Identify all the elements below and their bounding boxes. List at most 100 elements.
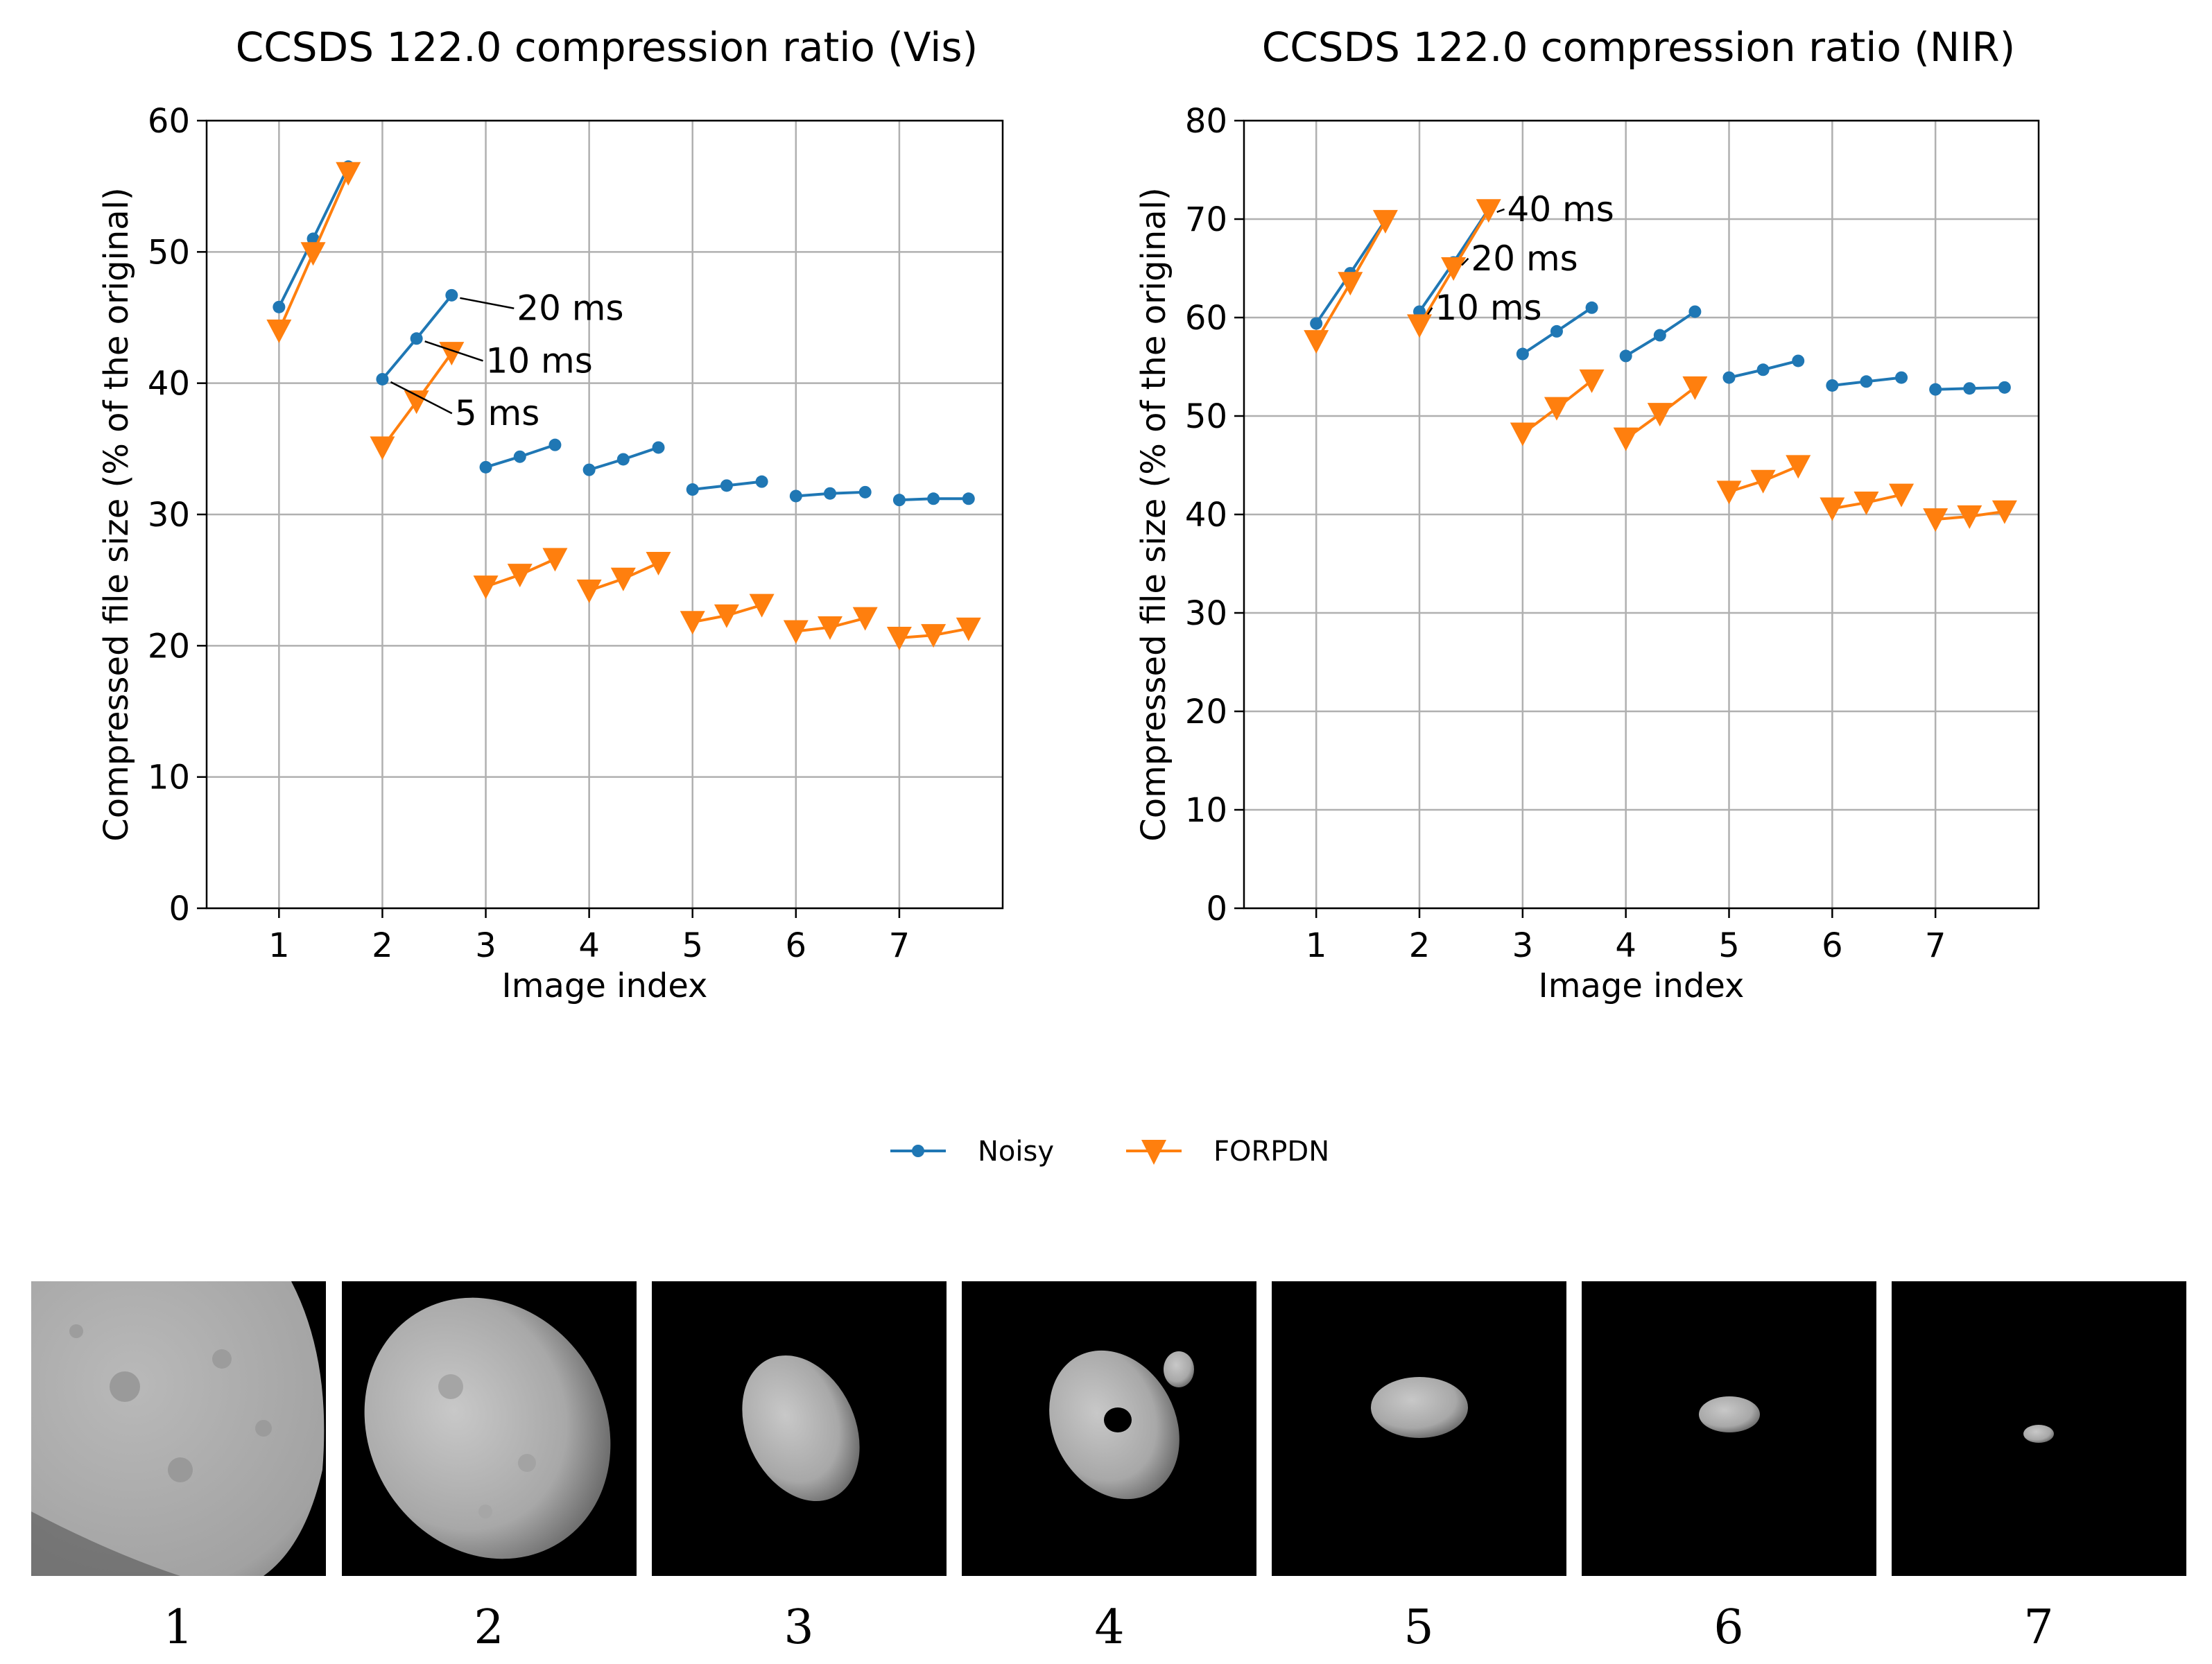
series (1304, 199, 2017, 532)
nir-chart: CCSDS 122.0 compression ratio (NIR) 1 2 3 4… (1134, 24, 2040, 1005)
annotations: 20 ms 10 ms 5 ms (390, 288, 624, 433)
data-point-noisy (376, 372, 389, 385)
data-point-forpdn (1991, 500, 2017, 524)
data-point-noisy (513, 450, 526, 463)
data-point-forpdn (1750, 469, 1776, 494)
thumbnail-5 (1272, 1281, 1566, 1576)
data-point-forpdn (336, 162, 361, 186)
annotation-label: 5 ms (455, 393, 539, 433)
data-point-forpdn (1510, 422, 1535, 447)
thumbnail-caption-2: 2 (474, 1600, 503, 1655)
y-axis-label: Compressed file size (% of the original) (1134, 187, 1173, 842)
data-point-noisy (1998, 381, 2011, 394)
x-tick-label: 7 (1925, 926, 1946, 965)
grid (207, 119, 1003, 910)
data-point-noisy (858, 485, 872, 499)
thumbnail-3 (652, 1281, 947, 1576)
data-point-forpdn (1579, 369, 1605, 393)
data-point-forpdn (921, 624, 947, 648)
legend-entry-noisy: Noisy (890, 1136, 1054, 1168)
thumbnail-caption-1: 1 (163, 1600, 193, 1655)
annotation-leader (390, 381, 453, 415)
data-point-forpdn (956, 617, 981, 641)
grid (1244, 119, 2039, 910)
thumbnail-caption-3: 3 (784, 1600, 813, 1655)
data-point-forpdn (266, 319, 292, 343)
axis-ticks: 1 2 3 4 5 6 7 0 10 20 30 40 50 60 (148, 102, 910, 965)
data-point-noisy (1653, 329, 1666, 342)
x-axis-label: Image index (1539, 967, 1745, 1005)
x-tick-label: 3 (475, 926, 496, 965)
data-point-noisy (1310, 317, 1323, 330)
series (266, 160, 981, 650)
thumbnail-caption-7: 7 (2023, 1600, 2053, 1655)
x-tick-label: 5 (682, 926, 703, 965)
data-point-noisy (306, 232, 320, 245)
x-tick-label: 2 (1409, 926, 1431, 965)
data-point-noisy (616, 453, 630, 466)
data-point-forpdn (507, 564, 533, 588)
x-tick-label: 6 (786, 926, 807, 965)
data-point-noisy (1688, 305, 1702, 318)
annotation-label: 10 ms (486, 340, 593, 381)
data-point-forpdn (576, 579, 602, 603)
data-point-noisy (1792, 354, 1805, 367)
annotations: 40 ms 20 ms 10 ms (1426, 189, 1614, 328)
annotation-leader (460, 297, 515, 309)
x-tick-label: 1 (268, 926, 290, 965)
thumbnail-6 (1582, 1281, 1876, 1576)
data-point-forpdn (1372, 209, 1398, 234)
y-tick-label: 10 (148, 759, 190, 797)
data-point-noisy (273, 300, 286, 313)
data-point-forpdn (1544, 397, 1569, 421)
chart-title: CCSDS 122.0 compression ratio (NIR) (1262, 24, 2016, 71)
legend: Noisy FORPDN (890, 1136, 1329, 1168)
annotation-label: 20 ms (517, 288, 623, 329)
y-tick-label: 20 (1185, 693, 1227, 731)
data-point-forpdn (818, 616, 843, 640)
annotation-label: 20 ms (1471, 239, 1578, 279)
y-tick-label: 0 (1206, 890, 1227, 928)
y-tick-label: 10 (1185, 791, 1227, 830)
x-tick-label: 4 (578, 926, 600, 965)
x-tick-label: 5 (1718, 926, 1740, 965)
data-point-forpdn (1613, 427, 1639, 451)
y-tick-label: 40 (1185, 496, 1227, 535)
data-point-forpdn (542, 548, 568, 572)
data-point-noisy (1826, 379, 1839, 392)
data-point-forpdn (749, 593, 775, 618)
x-tick-label: 2 (372, 926, 393, 965)
x-tick-label: 7 (889, 926, 910, 965)
thumbnail-caption-4: 4 (1094, 1600, 1124, 1655)
y-tick-label: 0 (169, 890, 190, 928)
thumbnail-4 (962, 1281, 1256, 1576)
data-point-noisy (755, 475, 768, 488)
y-tick-label: 40 (148, 365, 190, 404)
y-tick-label: 30 (1185, 594, 1227, 633)
data-point-forpdn (1716, 480, 1742, 505)
data-point-noisy (410, 332, 423, 345)
data-point-noisy (582, 463, 596, 476)
thumbnail-2 (342, 1281, 637, 1576)
data-point-forpdn (610, 567, 636, 591)
y-tick-label: 60 (148, 102, 190, 141)
data-point-forpdn (404, 390, 429, 415)
data-point-noisy (1722, 371, 1736, 384)
data-point-forpdn (1338, 272, 1363, 296)
data-point-forpdn (886, 626, 912, 650)
x-tick-label: 4 (1615, 926, 1636, 965)
annotation-leader (1496, 208, 1505, 213)
data-point-forpdn (1441, 257, 1467, 281)
y-tick-label: 80 (1185, 102, 1227, 141)
legend-marker-triangle (1141, 1140, 1166, 1165)
data-point-noisy (686, 483, 699, 496)
data-point-noisy (927, 492, 940, 505)
data-point-forpdn (1647, 403, 1673, 427)
data-point-noisy (1516, 347, 1529, 361)
data-point-noisy (789, 489, 802, 503)
annotation-leader (424, 340, 483, 362)
data-point-forpdn (370, 436, 395, 460)
y-tick-label: 20 (148, 627, 190, 666)
data-point-forpdn (1304, 330, 1329, 354)
